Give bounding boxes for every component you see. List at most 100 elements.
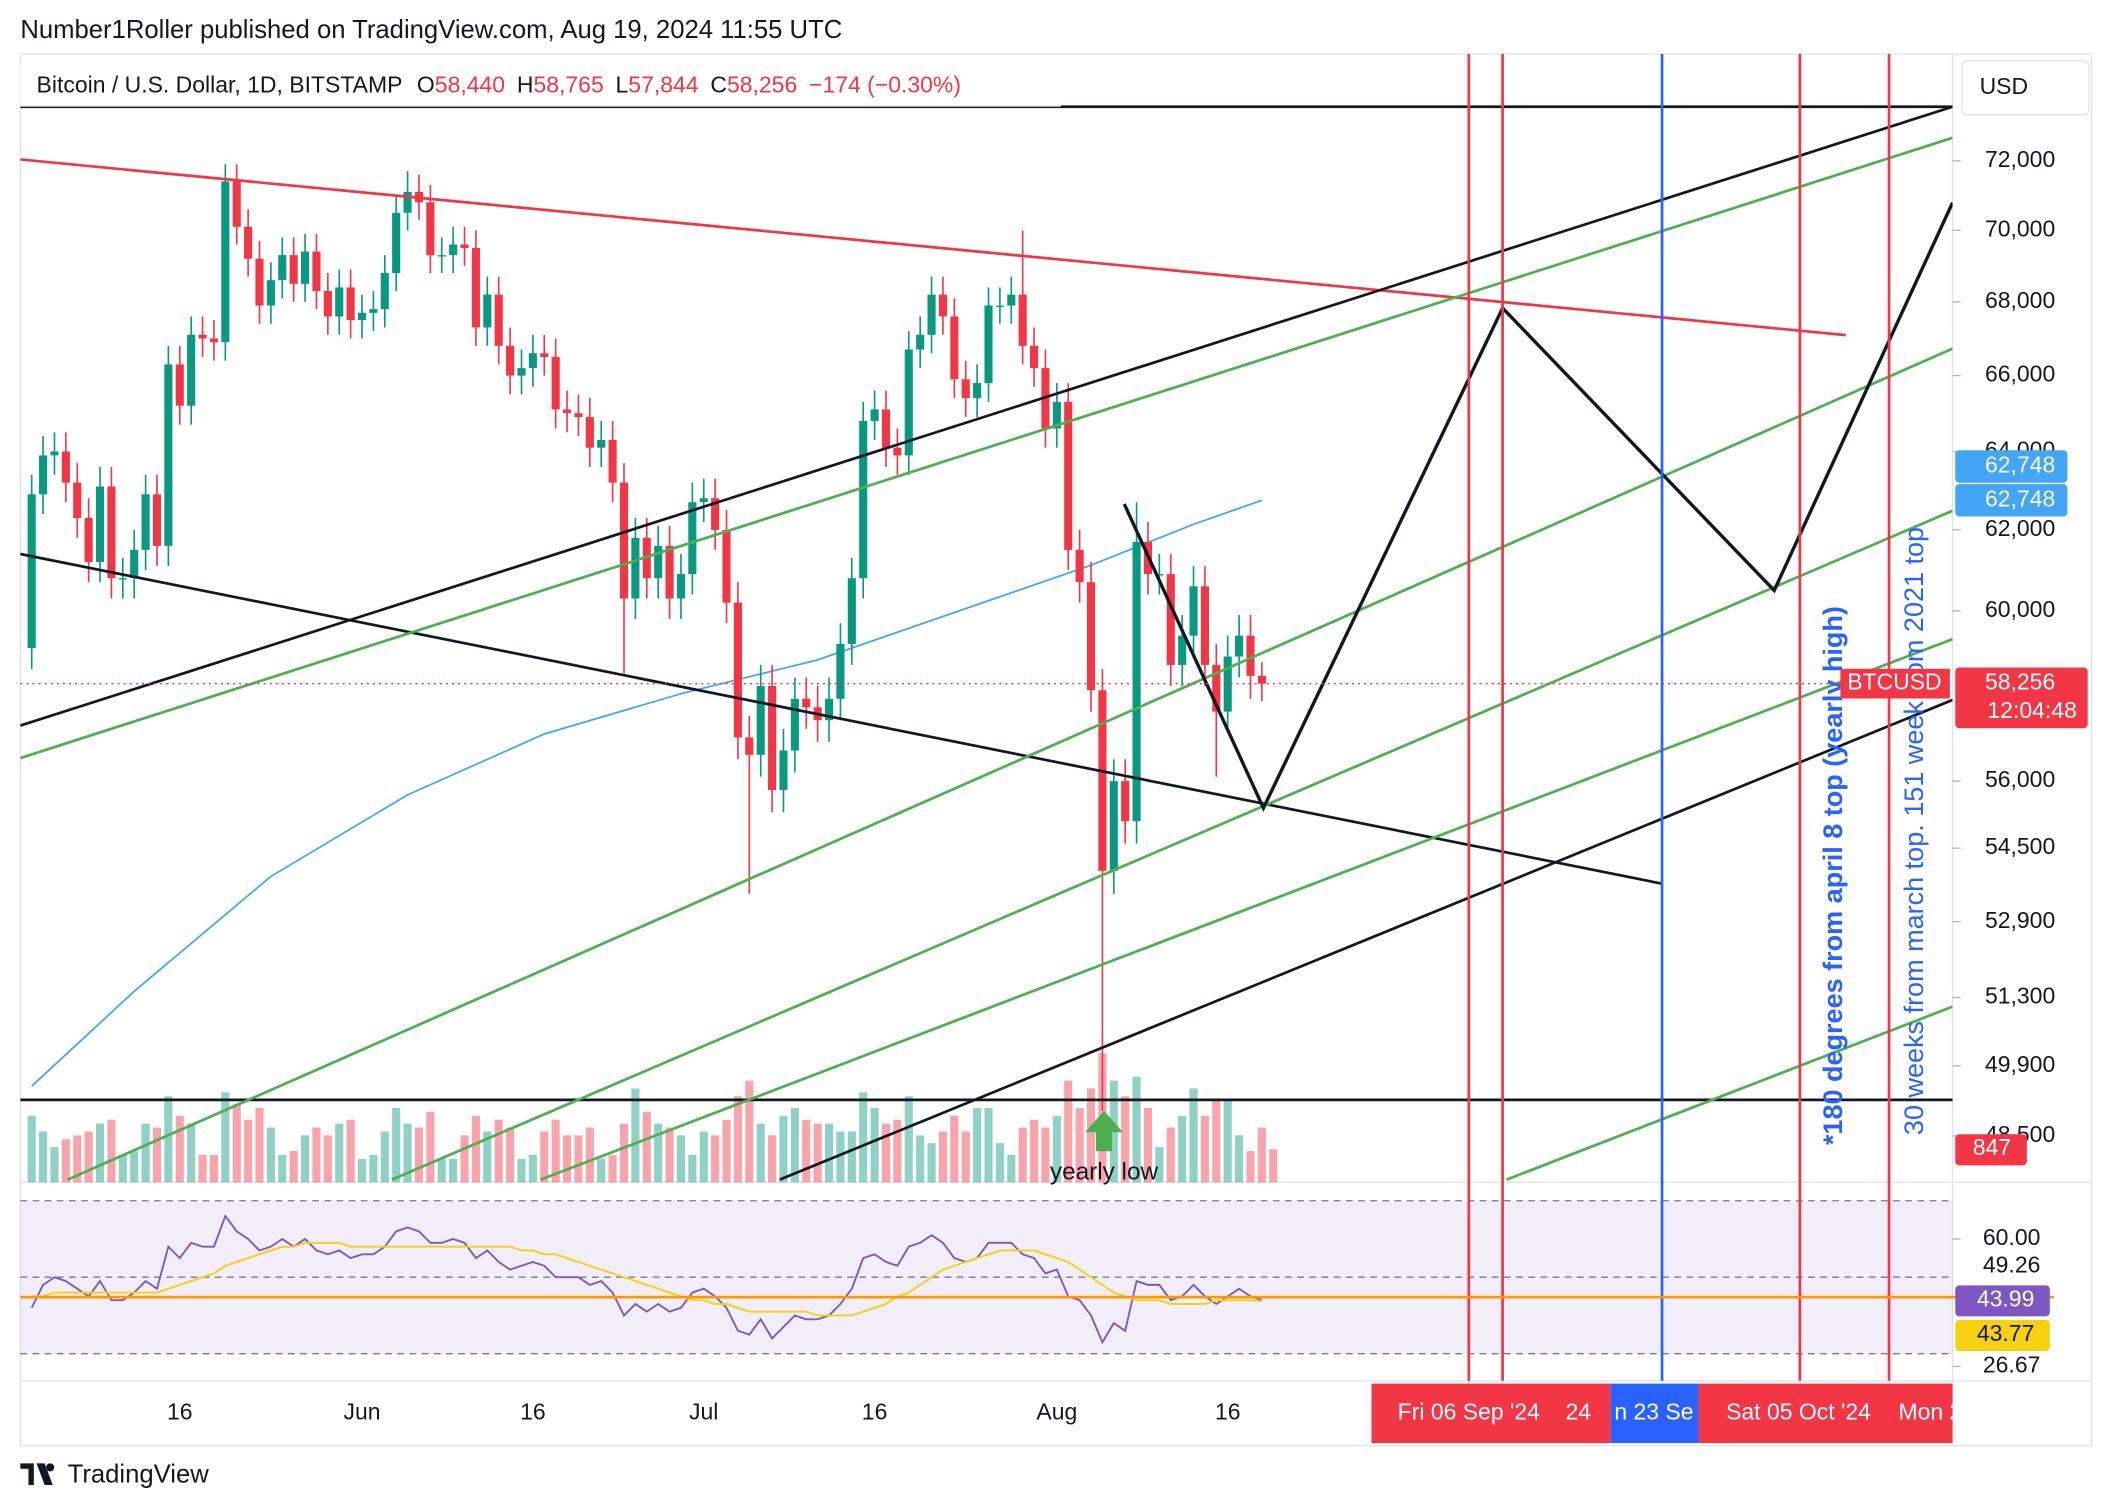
- volume-bar: [369, 1154, 378, 1183]
- date-label: n 23 Se: [1614, 1398, 1693, 1424]
- volume-bar: [289, 1151, 298, 1183]
- volume-bar: [790, 1107, 799, 1183]
- volume-bar: [426, 1111, 435, 1183]
- candle-body: [779, 750, 788, 790]
- volume-bar: [722, 1119, 731, 1183]
- candle-body: [1086, 582, 1096, 691]
- candle-body: [346, 287, 355, 321]
- candle-body: [654, 545, 663, 579]
- candle-body: [916, 334, 925, 350]
- channel-line: [1506, 1005, 1953, 1181]
- volume-bar: [699, 1131, 708, 1183]
- candle-body: [1052, 401, 1061, 429]
- candle-body: [540, 353, 549, 357]
- candle-body: [756, 686, 765, 755]
- candle-body: [1007, 294, 1016, 306]
- candle-body: [244, 226, 253, 259]
- volume-bar: [973, 1107, 982, 1183]
- candle-body: [984, 305, 993, 384]
- candle-body: [335, 287, 344, 317]
- volume-bar: [323, 1135, 332, 1183]
- annotation: yearly low: [1050, 1158, 1159, 1185]
- y-tick-label: 26.67: [1983, 1352, 2040, 1378]
- volume-bar: [1086, 1088, 1096, 1183]
- legend-bg: [20, 63, 1061, 107]
- candle-body: [255, 258, 264, 306]
- volume-bar: [346, 1119, 355, 1183]
- chart-frame: [19, 53, 2093, 1447]
- candle-body: [676, 574, 686, 599]
- currency[interactable]: USD: [1980, 73, 2029, 99]
- candle-body: [893, 447, 902, 456]
- y-tick-label: 49,900: [1985, 1051, 2055, 1077]
- volume-bar: [1212, 1100, 1221, 1183]
- volume-bar: [859, 1092, 868, 1183]
- volume-bar: [608, 1154, 617, 1183]
- candle-body: [790, 698, 799, 751]
- volume-bar: [152, 1127, 162, 1183]
- volume-bar: [95, 1123, 105, 1183]
- candle-body: [27, 494, 36, 649]
- candle-body: [198, 334, 207, 339]
- candle-body: [517, 368, 526, 376]
- volume-bar: [1030, 1119, 1039, 1183]
- volume-bar: [870, 1107, 879, 1183]
- volume-bar: [403, 1123, 412, 1183]
- candle-body: [1121, 781, 1130, 822]
- candle-body: [323, 291, 332, 317]
- candle-body: [665, 545, 674, 599]
- candle-body: [1246, 635, 1255, 676]
- trend-line: [20, 158, 1846, 337]
- y-tick-label: 72,000: [1985, 146, 2055, 172]
- candle-body: [1155, 574, 1164, 576]
- rsi-pane: [20, 1200, 1953, 1355]
- candle-body: [152, 494, 162, 546]
- candle-body: [995, 305, 1004, 307]
- volume-bar: [824, 1123, 834, 1183]
- volume-bar: [562, 1135, 572, 1183]
- x-tick-label: 16: [1215, 1398, 1241, 1424]
- candle-body: [711, 498, 720, 530]
- volume-bar: [1269, 1149, 1278, 1183]
- channel-line: [540, 637, 1953, 1181]
- candle-body: [73, 482, 82, 518]
- volume-bar: [164, 1096, 173, 1183]
- moving-average: [31, 499, 1263, 1087]
- candle-body: [824, 698, 834, 721]
- candle-body: [1235, 635, 1244, 657]
- volume-bar: [380, 1131, 389, 1183]
- candle-body: [847, 578, 856, 644]
- candle-body: [357, 312, 367, 321]
- volume-bar: [255, 1107, 264, 1183]
- volume-bar: [1235, 1135, 1244, 1183]
- ma-line: [31, 499, 1263, 1087]
- volume-bar: [540, 1131, 549, 1183]
- y-tick-label: 66,000: [1985, 361, 2055, 387]
- candle-body: [471, 248, 480, 328]
- ohlc-key: H: [517, 72, 534, 98]
- volume-bar: [73, 1135, 82, 1183]
- date-label: Sat 05 Oct '24: [1726, 1398, 1871, 1424]
- candle-body: [1200, 586, 1209, 665]
- candle-body: [870, 409, 879, 421]
- candle-body: [528, 353, 537, 369]
- ohlc-key: O: [417, 72, 435, 98]
- date-label: Fri 06 Sep '24: [1398, 1398, 1541, 1424]
- trend-line: [20, 105, 1953, 727]
- candle-body: [392, 212, 401, 274]
- candle-body: [859, 420, 868, 579]
- candle-body: [574, 413, 583, 418]
- volume-bar: [61, 1139, 70, 1183]
- candle-body: [1212, 664, 1221, 712]
- volume-bar: [209, 1154, 218, 1183]
- currency-button[interactable]: [1961, 60, 2090, 116]
- volume-bar: [631, 1088, 640, 1183]
- candle-body: [1223, 656, 1232, 712]
- y-tick-label: 60.00: [1983, 1224, 2040, 1250]
- y-tick-label: 51,300: [1985, 983, 2055, 1009]
- volume-bar: [1018, 1127, 1027, 1183]
- x-tick-label: Aug: [1036, 1398, 1077, 1424]
- volume-bar: [107, 1119, 116, 1183]
- candle-body: [699, 498, 708, 503]
